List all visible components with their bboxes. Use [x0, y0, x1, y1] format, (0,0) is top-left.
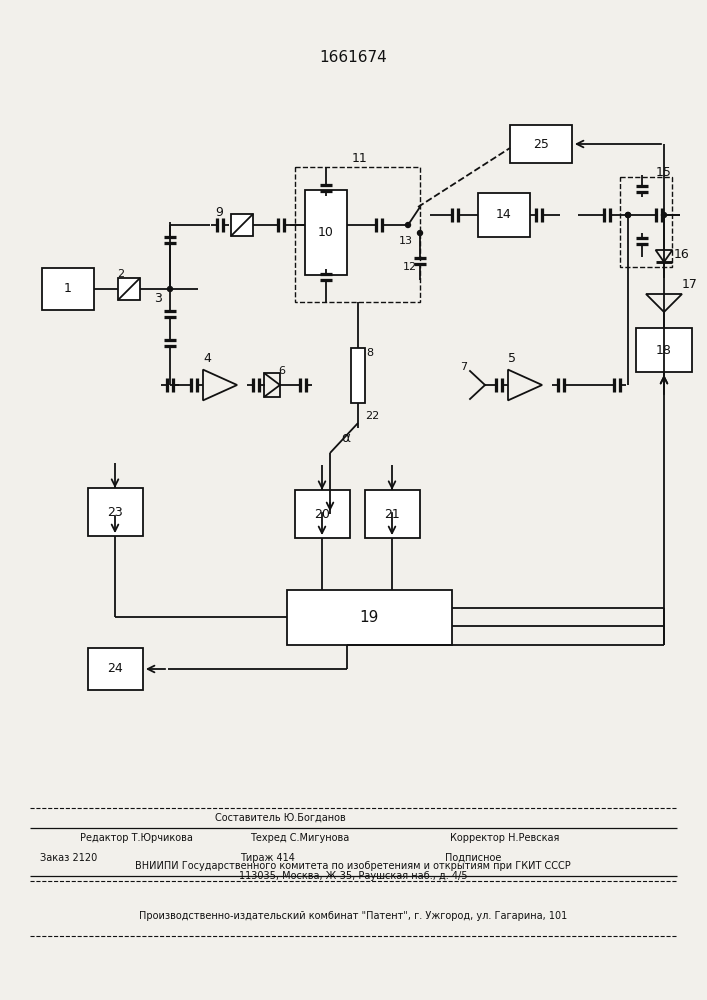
Text: 25: 25: [533, 137, 549, 150]
Text: 23: 23: [107, 506, 123, 518]
Circle shape: [626, 213, 631, 218]
Text: 17: 17: [682, 277, 698, 290]
Text: 11: 11: [352, 151, 368, 164]
Text: Подписное: Подписное: [445, 853, 501, 863]
Bar: [295, 490, 350, 538]
Bar: [305, 190, 347, 275]
Bar: [88, 648, 143, 690]
Text: 3: 3: [154, 292, 162, 304]
Text: 5: 5: [508, 353, 516, 365]
Text: 20: 20: [314, 508, 330, 520]
Text: Корректор Н.Ревская: Корректор Н.Ревская: [450, 833, 559, 843]
Text: 8: 8: [366, 348, 373, 358]
Text: 1661674: 1661674: [319, 50, 387, 66]
Circle shape: [418, 231, 423, 235]
Text: 24: 24: [107, 662, 123, 676]
Bar: [118, 278, 140, 300]
Text: 15: 15: [656, 166, 672, 180]
Text: Производственно-издательский комбинат "Патент", г. Ужгород, ул. Гагарина, 101: Производственно-издательский комбинат "П…: [139, 911, 567, 921]
Circle shape: [626, 213, 631, 218]
Bar: [510, 125, 572, 163]
Text: 16: 16: [674, 247, 690, 260]
Text: 1: 1: [64, 282, 72, 296]
Circle shape: [406, 223, 411, 228]
Text: Редактор Т.Юрчикова: Редактор Т.Юрчикова: [80, 833, 193, 843]
Bar: [287, 590, 452, 645]
Bar: [42, 268, 94, 310]
Text: ВНИИПИ Государственного комитета по изобретениям и открытиям при ГКИТ СССР: ВНИИПИ Государственного комитета по изоб…: [135, 861, 571, 871]
Bar: [365, 490, 420, 538]
Bar: [231, 214, 253, 236]
Text: 22: 22: [365, 411, 379, 421]
Text: 4: 4: [203, 353, 211, 365]
Text: 13: 13: [399, 236, 413, 246]
Circle shape: [662, 213, 667, 218]
Bar: [636, 328, 692, 372]
Text: 9: 9: [215, 207, 223, 220]
Bar: [295, 167, 420, 302]
Text: 113035, Москва, Ж-35, Раушская наб., д. 4/5: 113035, Москва, Ж-35, Раушская наб., д. …: [239, 871, 467, 881]
Text: 21: 21: [384, 508, 400, 520]
Bar: [88, 488, 143, 536]
Circle shape: [168, 286, 173, 292]
Text: 2: 2: [117, 269, 124, 279]
Text: 6: 6: [279, 366, 286, 376]
Text: 7: 7: [460, 362, 467, 372]
Text: Составитель Ю.Богданов: Составитель Ю.Богданов: [215, 813, 346, 823]
Bar: [620, 177, 672, 267]
Text: 19: 19: [359, 609, 379, 624]
Text: 18: 18: [656, 344, 672, 357]
Text: Заказ 2120: Заказ 2120: [40, 853, 98, 863]
Text: Тираж 414: Тираж 414: [240, 853, 295, 863]
Bar: [351, 348, 365, 403]
Text: Техред С.Мигунова: Техред С.Мигунова: [250, 833, 349, 843]
Text: 10: 10: [318, 226, 334, 238]
Bar: [478, 193, 530, 237]
Text: α: α: [341, 431, 351, 445]
Bar: [264, 373, 280, 397]
Text: 12: 12: [403, 262, 417, 272]
Text: 14: 14: [496, 209, 512, 222]
